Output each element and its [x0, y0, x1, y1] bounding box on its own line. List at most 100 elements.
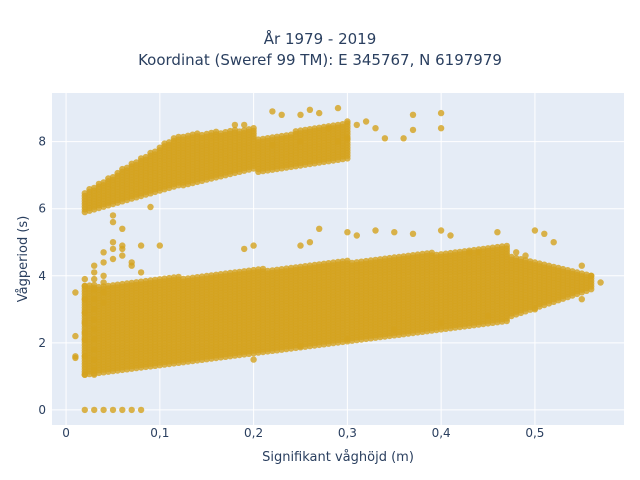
scatter-point [409, 111, 417, 119]
scatter-point [578, 296, 585, 303]
scatter-point [522, 252, 529, 259]
scatter-point [241, 245, 248, 253]
x-tick-label: 0,5 [525, 426, 544, 440]
scatter-point [81, 309, 89, 316]
chart-subtitle: Koordinat (Sweref 99 TM): E 345767, N 61… [138, 51, 502, 69]
scatter-points [72, 104, 604, 414]
scatter-point [466, 249, 473, 256]
scatter-point [550, 239, 557, 246]
scatter-point [91, 366, 98, 373]
scatter-point [269, 108, 276, 115]
scatter-point [72, 289, 79, 296]
x-tick-label: 0,2 [244, 426, 263, 440]
scatter-point [109, 245, 117, 253]
chart-title: År 1979 - 2019 [263, 30, 377, 48]
scatter-point [81, 282, 89, 289]
scatter-point [81, 275, 89, 283]
scatter-point [109, 406, 117, 414]
scatter-point [494, 229, 501, 236]
scatter-point [353, 121, 360, 129]
scatter-point [72, 332, 79, 340]
scatter-point [100, 289, 107, 296]
scatter-point [119, 245, 126, 253]
scatter-point [278, 111, 285, 119]
scatter-point [306, 239, 314, 246]
scatter-point [91, 296, 98, 303]
scatter-point [578, 262, 585, 269]
scatter-point [128, 262, 135, 269]
y-tick-label: 6 [38, 202, 46, 216]
scatter-point [137, 242, 145, 249]
scatter-point [100, 299, 107, 306]
scatter-point [119, 252, 126, 259]
scatter-point [156, 242, 163, 249]
scatter-point [137, 406, 145, 414]
scatter-point [325, 125, 332, 132]
scatter-point [531, 227, 539, 234]
scatter-point [100, 259, 107, 266]
scatter-point [409, 126, 417, 134]
scatter-point [119, 406, 126, 414]
scatter-point [400, 135, 407, 142]
scatter-point [91, 316, 98, 323]
scatter-point [372, 227, 379, 234]
scatter-point [297, 111, 304, 119]
scatter-point [137, 269, 145, 276]
y-tick-label: 2 [38, 336, 46, 350]
scatter-point [91, 275, 98, 283]
scatter-point [353, 232, 360, 239]
scatter-point [81, 319, 89, 326]
scatter-point [250, 356, 257, 363]
scatter-point [316, 225, 323, 232]
scatter-point [128, 406, 135, 414]
scatter-point [241, 121, 248, 129]
y-tick-label: 8 [38, 135, 46, 149]
scatter-point [91, 269, 98, 276]
y-tick-label: 0 [38, 403, 46, 417]
scatter-point [531, 306, 539, 313]
scatter-point [81, 406, 89, 414]
scatter-point [484, 312, 492, 320]
scatter-point [81, 329, 89, 336]
scatter-point [381, 135, 389, 142]
scatter-point [109, 212, 117, 219]
scatter-point [269, 141, 276, 149]
x-tick-label: 0,1 [150, 426, 169, 440]
scatter-point [81, 336, 89, 343]
scatter-point [409, 230, 417, 237]
scatter-point [119, 225, 126, 232]
scatter-point [91, 286, 98, 293]
scatter-point [513, 249, 520, 256]
scatter-point [297, 242, 304, 249]
scatter-point [81, 296, 89, 303]
scatter-point [91, 336, 98, 343]
scatter-point [109, 255, 117, 263]
scatter-point [334, 138, 342, 145]
scatter-point [344, 135, 351, 142]
y-tick-label: 4 [38, 269, 46, 283]
x-tick-label: 0,4 [432, 426, 451, 440]
scatter-point [297, 138, 304, 145]
x-tick-label: 0 [62, 426, 70, 440]
scatter-point [597, 279, 604, 286]
x-tick-label: 0,3 [338, 426, 357, 440]
scatter-point [250, 242, 257, 249]
scatter-point [250, 125, 257, 132]
x-axis-label: Signifikant våghöjd (m) [262, 450, 414, 465]
scatter-point [81, 353, 89, 360]
scatter-point [344, 118, 351, 125]
scatter-point [91, 326, 98, 333]
scatter-point [109, 218, 117, 226]
scatter-point [447, 232, 454, 239]
scatter-point [91, 306, 98, 313]
y-axis-label: Vågperiod (s) [16, 216, 31, 303]
scatter-point [72, 353, 79, 360]
scatter-point [100, 272, 107, 279]
scatter-point [391, 229, 398, 236]
y-axis-ticks: 0 2 4 6 8 [38, 135, 46, 417]
scatter-point [231, 121, 239, 129]
scatter-point [334, 104, 342, 112]
scatter-point [147, 203, 154, 211]
scatter-point [362, 118, 370, 125]
